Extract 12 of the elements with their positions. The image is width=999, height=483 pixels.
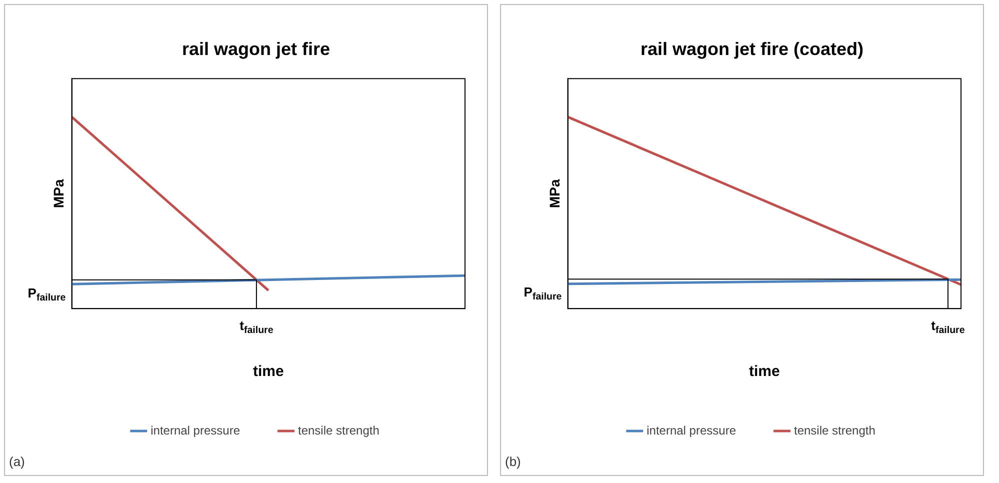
y-axis-title: MPa [546, 179, 562, 208]
legend-label: tensile strength [794, 423, 876, 438]
legend-label: internal pressure [646, 423, 736, 438]
chart-title: rail wagon jet fire (coated) [640, 38, 864, 59]
legend-label: tensile strength [298, 423, 380, 438]
y-axis-title: MPa [50, 179, 66, 208]
text: (a) [9, 454, 25, 470]
legend-label: internal pressure [150, 423, 240, 438]
x-axis-title: time [748, 363, 780, 380]
text: (b) [505, 454, 521, 470]
chart-title: rail wagon jet fire [182, 38, 330, 59]
x-axis-title: time [252, 363, 284, 380]
